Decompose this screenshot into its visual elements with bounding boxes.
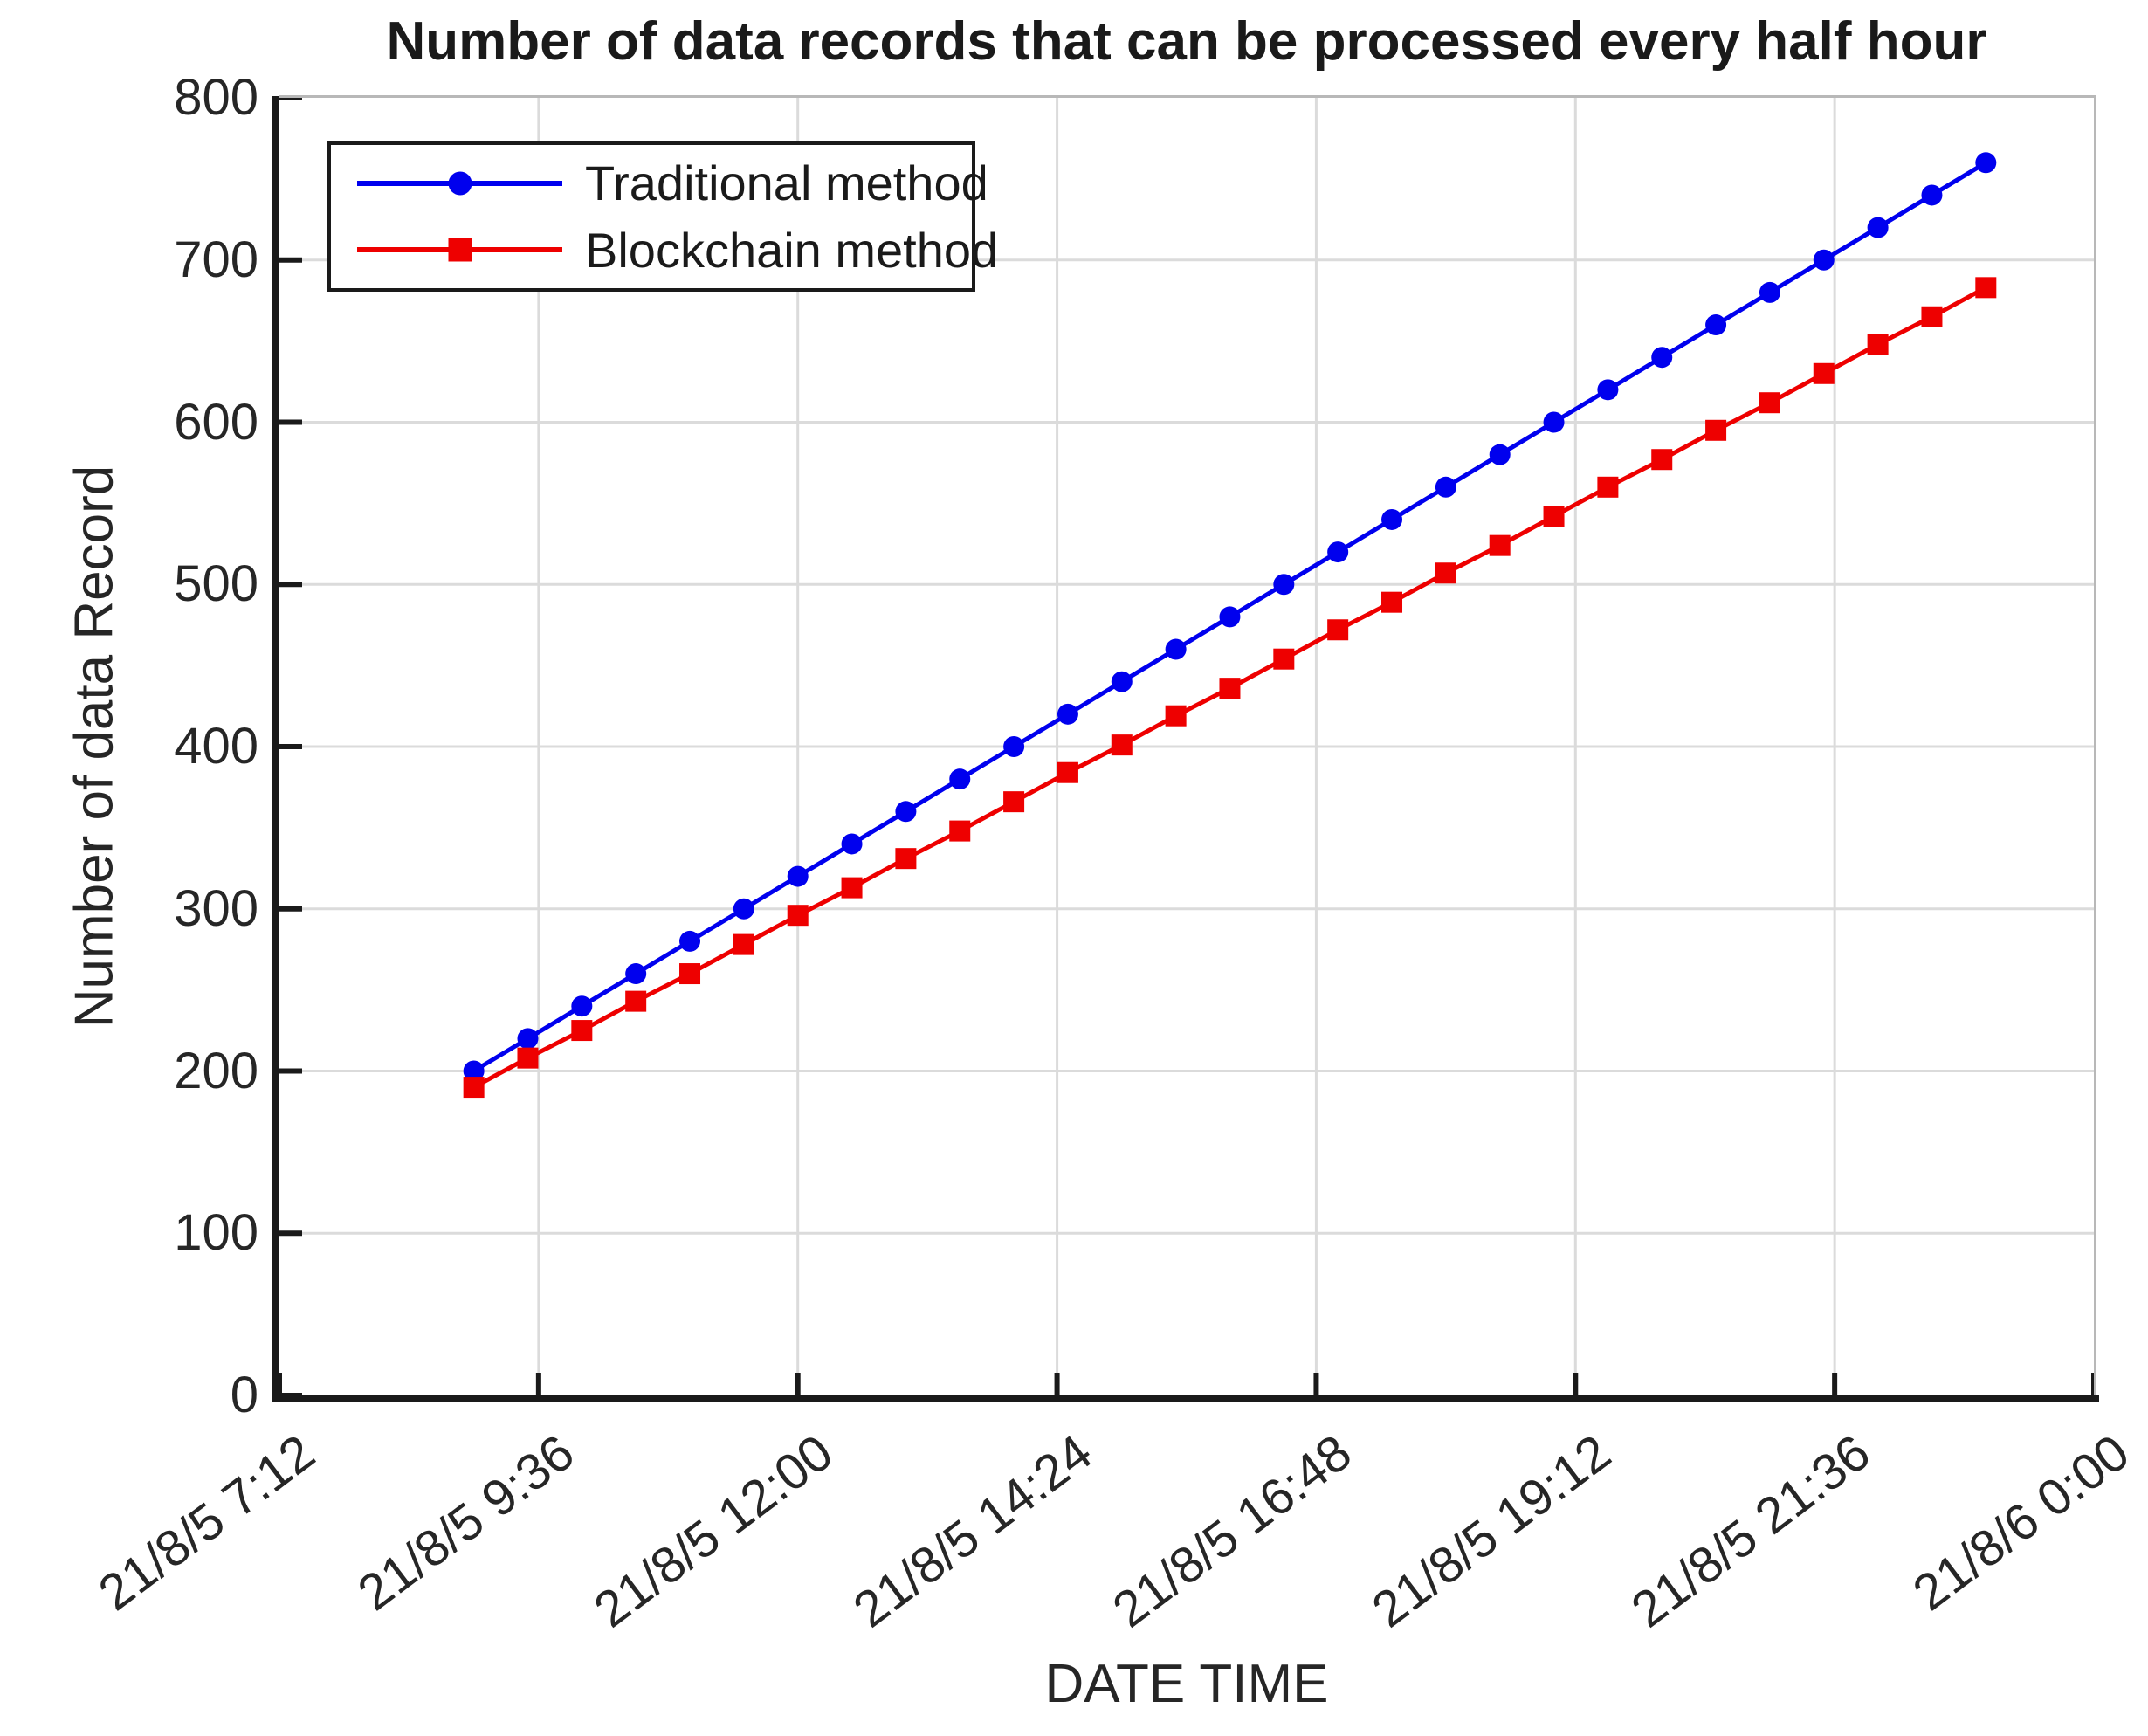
data-point-circle [1921, 184, 1943, 206]
data-point-square [1273, 648, 1295, 670]
x-tick-label: 21/8/5 7:12 [87, 1423, 325, 1622]
data-point-circle [1327, 541, 1349, 563]
legend-box: Traditional method Blockchain method [327, 141, 998, 292]
data-point-circle [517, 1028, 539, 1050]
data-point-square [463, 1077, 485, 1099]
data-point-circle [1705, 314, 1727, 336]
data-point-square [1597, 476, 1619, 498]
data-point-circle [1003, 736, 1025, 757]
data-point-square [571, 1020, 593, 1042]
x-tick-label: 21/8/5 9:36 [347, 1423, 584, 1622]
data-point-circle [1759, 281, 1780, 303]
legend-label: Blockchain method [585, 222, 999, 278]
data-point-circle [679, 930, 701, 952]
data-point-circle [571, 995, 593, 1017]
data-point-square [625, 990, 647, 1012]
plot-area [279, 98, 2094, 1395]
data-point-square [1867, 334, 1889, 355]
data-point-square [1165, 705, 1187, 727]
legend-entry-traditional: Traditional method [357, 155, 988, 211]
data-point-circle [463, 1060, 485, 1082]
y-tick-label: 300 [174, 879, 258, 937]
data-point-square [1543, 506, 1565, 527]
data-point-circle [1489, 444, 1511, 465]
y-tick-label: 200 [174, 1042, 258, 1099]
x-axis-title: DATE TIME [1044, 1654, 1329, 1714]
data-point-square [1759, 392, 1780, 414]
data-point-circle [1273, 574, 1295, 596]
data-point-circle [1867, 217, 1889, 238]
data-point-square [1219, 678, 1241, 699]
y-tick-label: 600 [174, 393, 258, 451]
data-point-square [1813, 362, 1835, 384]
x-tick-label: 21/8/5 19:12 [1361, 1423, 1621, 1639]
data-point-circle [1165, 638, 1187, 660]
data-point-square [1111, 734, 1133, 756]
data-point-circle [895, 801, 917, 823]
data-point-square [1003, 791, 1025, 813]
x-axis-line [272, 1395, 2099, 1402]
plot-border-right [2094, 95, 2096, 1396]
square-marker-icon [448, 238, 472, 262]
data-point-circle [1381, 508, 1403, 530]
data-point-circle [625, 963, 647, 985]
x-tick-label: 21/8/5 12:00 [583, 1423, 843, 1639]
y-tick-label: 700 [174, 231, 258, 288]
data-point-circle [1057, 703, 1078, 725]
y-tick-label: 0 [230, 1367, 258, 1423]
data-point-square [895, 848, 917, 870]
y-tick-label: 100 [174, 1204, 258, 1262]
data-point-square [787, 905, 809, 927]
data-point-circle [1651, 347, 1673, 369]
y-tick-label: 500 [174, 555, 258, 613]
chart-title: Number of data records that can be proce… [386, 11, 1987, 72]
x-tick-label: 21/8/6 0:00 [1902, 1423, 2139, 1622]
data-point-square [679, 963, 701, 985]
data-point-circle [1219, 606, 1241, 628]
data-point-square [1489, 534, 1511, 556]
y-tick-label: 800 [174, 69, 258, 126]
data-point-circle [733, 898, 754, 920]
data-point-square [1435, 562, 1456, 584]
legend-label: Traditional method [585, 155, 988, 211]
data-point-square [517, 1047, 539, 1069]
data-point-circle [1597, 379, 1619, 401]
data-point-circle [1435, 476, 1456, 498]
data-point-circle [1543, 411, 1565, 433]
circle-marker-icon [448, 171, 472, 196]
y-tick-label: 400 [174, 718, 258, 775]
data-point-square [1057, 761, 1078, 783]
x-tick-label: 21/8/5 16:48 [1102, 1423, 1362, 1639]
data-point-square [1651, 449, 1673, 471]
data-point-square [1975, 277, 1997, 299]
data-point-circle [841, 833, 863, 855]
data-point-circle [1975, 152, 1997, 174]
data-point-square [949, 820, 971, 842]
data-point-circle [1813, 249, 1835, 271]
plot-border-top [279, 95, 2096, 98]
data-point-square [733, 933, 754, 955]
legend-entry-blockchain: Blockchain method [357, 222, 998, 279]
x-tick-label: 21/8/5 21:36 [1621, 1423, 1881, 1639]
data-point-square [1705, 419, 1727, 441]
x-tick-label: 21/8/5 14:24 [843, 1423, 1103, 1639]
legend-line-sample-red [357, 238, 562, 262]
data-point-square [1921, 306, 1943, 327]
y-axis-line [272, 96, 279, 1402]
y-axis-title: Number of data Record [64, 465, 125, 1029]
data-point-square [1381, 591, 1403, 613]
data-point-circle [949, 768, 971, 790]
data-point-circle [787, 865, 809, 887]
data-point-square [841, 877, 863, 899]
data-point-square [1327, 619, 1349, 641]
legend-line-sample-blue [357, 171, 562, 196]
data-point-circle [1111, 671, 1133, 692]
